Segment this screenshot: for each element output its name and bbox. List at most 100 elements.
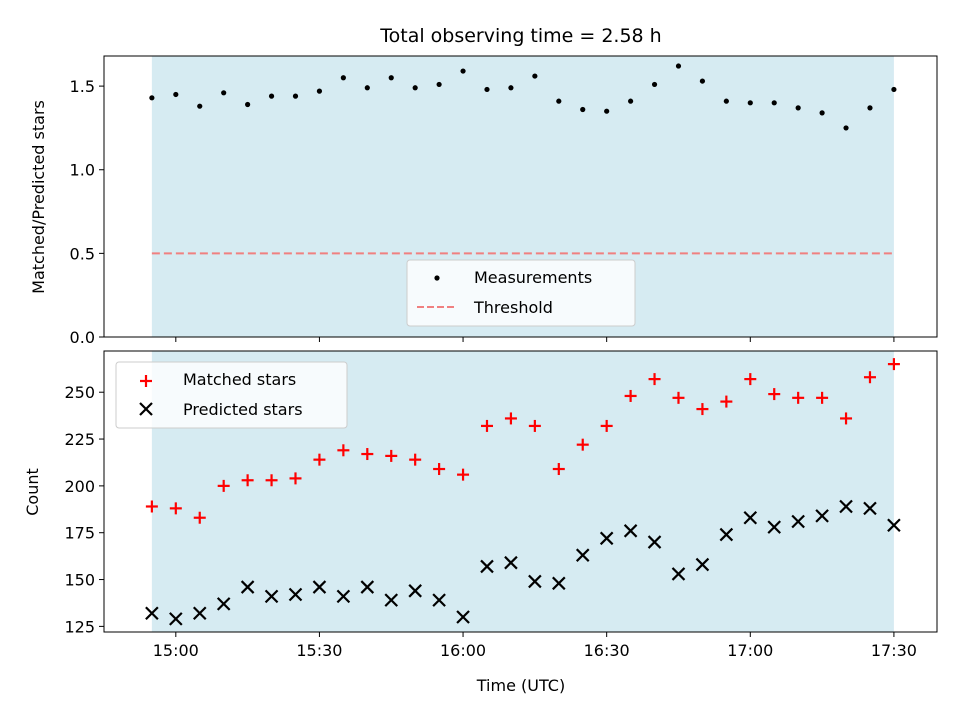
measurement-point [484,86,490,93]
matched-star-point [289,472,302,485]
predicted-star-point [480,559,494,574]
predicted-stars-points [145,499,901,626]
measurement-point [843,125,849,131]
measurement-point [149,95,155,101]
matched-star-point [193,511,206,524]
measurement-point [460,68,466,74]
top-y-ticks: 0.0 0.5 1.0 1.5 [70,77,104,347]
predicted-star-point [623,524,638,538]
x-tick-label: 17:00 [727,641,773,660]
matched-star-point [169,502,182,515]
predicted-star-point [216,597,231,611]
predicted-star-point [408,584,422,598]
measurement-point [795,105,801,111]
measurement-point [651,81,658,88]
top-y-axis-label: Matched/Predicted stars [29,100,48,294]
matched-star-point [744,373,757,386]
legend-matched-marker [140,375,152,387]
predicted-star-point [743,510,758,525]
predicted-star-point [815,509,829,523]
top-legend-box [406,259,636,327]
matched-star-point [241,474,254,487]
predicted-star-point [671,567,686,581]
measurement-point [292,93,299,99]
y-tick-label: 200 [64,477,95,496]
matched-star-point [672,391,685,404]
y-tick-label: 125 [64,617,95,636]
matched-star-point [504,412,517,425]
predicted-star-point [384,593,399,607]
y-tick-label: 250 [64,383,95,402]
matched-stars-points [145,358,900,524]
matched-star-point [624,389,637,402]
measurement-point [556,98,562,104]
y-tick-label: 0.5 [70,244,95,263]
measurement-point [268,93,275,99]
matched-star-point [337,444,350,457]
x-tick-label: 15:00 [153,641,199,660]
matched-star-point [217,479,230,492]
measurement-point [508,85,514,91]
predicted-star-point [504,555,518,570]
bottom-legend: Matched stars Predicted stars [115,361,348,429]
top-legend: Measurements Threshold [406,259,636,327]
measurement-point [436,81,442,88]
measurement-point [173,91,179,98]
predicted-star-point [192,606,207,621]
matched-star-point [816,391,829,404]
legend-matched-label: Matched stars [183,370,296,389]
predicted-star-point [312,580,327,594]
bottom-x-ticks: 15:00 15:30 16:00 16:30 17:00 17:30 [153,632,917,660]
measurement-point [364,85,370,91]
predicted-star-point [336,589,351,604]
bottom-y-ticks: 125 150 175 200 225 250 [64,383,104,636]
measurement-point [699,78,706,84]
x-tick-label: 15:30 [296,641,342,660]
y-tick-label: 225 [64,430,95,449]
bottom-axes-frame [103,350,938,633]
predicted-star-point [575,548,590,562]
predicted-star-point [432,593,446,607]
legend-threshold-label: Threshold [473,298,553,317]
predicted-star-point [695,557,710,572]
predicted-star-point [528,574,542,589]
x-tick-label: 16:30 [584,641,630,660]
measurement-point [747,100,753,106]
measurement-point [675,63,682,69]
legend-measurements-marker [434,275,440,281]
matched-star-point [887,358,900,371]
matched-star-point [528,419,541,432]
measurement-point [771,100,777,106]
predicted-star-point [264,589,279,604]
top-axes-frame [103,55,938,338]
legend-predicted-label: Predicted stars [183,400,303,419]
matched-star-point [792,391,805,404]
matched-star-point [433,463,446,476]
matched-star-point [768,388,781,401]
predicted-star-point [599,531,614,546]
y-tick-label: 0.0 [70,328,95,347]
predicted-star-point [791,514,805,529]
predicted-star-point [767,520,782,534]
predicted-star-point [240,580,255,594]
matched-star-point [385,449,398,462]
matched-star-point [361,448,374,461]
matched-star-point [576,438,589,451]
matched-star-point [409,453,422,466]
predicted-star-point [839,499,853,514]
predicted-star-point [887,518,901,532]
y-tick-label: 1.0 [70,161,95,180]
measurement-point [340,75,346,81]
matched-star-point [480,419,493,432]
measurement-point [819,110,825,116]
legend-predicted-marker [139,402,153,416]
measurement-point [412,85,418,91]
y-tick-label: 175 [64,524,95,543]
matched-star-point [863,371,876,384]
measurement-point [532,73,538,79]
predicted-star-point [647,535,662,549]
matched-star-point [457,468,470,481]
x-tick-label: 16:00 [440,641,486,660]
